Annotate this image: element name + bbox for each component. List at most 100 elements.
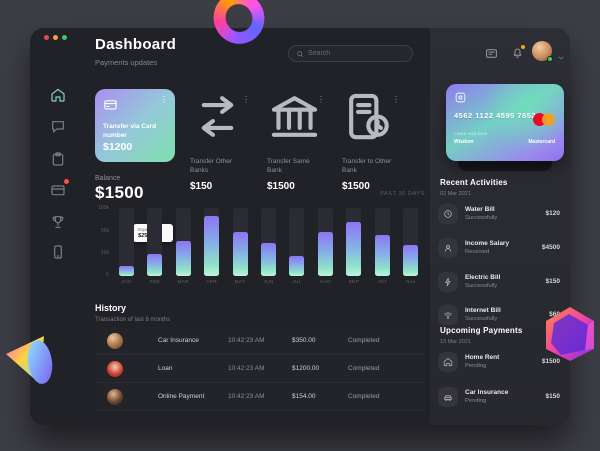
chart-bar-jun[interactable]	[254, 208, 282, 276]
chart-x-axis: JAN FEB MAR APR MAY JUN JUL AUG SEP Oct Nov	[112, 280, 425, 285]
card-brand: Mastercard	[528, 139, 555, 145]
sidebar-item-messages[interactable]	[50, 119, 66, 135]
bell-alert-dot	[521, 45, 525, 49]
dashboard-window: Recent Activities 02 Mar 2021 Water Bill…	[30, 28, 570, 425]
activity-item-water-bill[interactable]: Water Bill Successfully $120	[438, 204, 562, 228]
history-row[interactable]: Online Payment 10:42:23 AM $154.00 Compl…	[95, 383, 425, 411]
y-axis-tick: 10k	[100, 250, 109, 256]
activity-status: Successfully	[465, 215, 498, 221]
transaction-amount: $1200.00	[292, 365, 320, 372]
transfer-same-bank[interactable]: Transfer Same Bank $1500	[267, 89, 322, 192]
sidebar-item-rewards[interactable]	[50, 214, 66, 230]
activity-status: Successfully	[465, 283, 498, 289]
payment-title: Home Rent	[465, 354, 500, 361]
sidebar-item-tasks[interactable]	[50, 151, 66, 167]
activity-item-income-salary[interactable]: Income Salary Received $4500	[438, 238, 562, 262]
transfer-amount: $1200	[103, 141, 133, 153]
chart-x-label: AUG	[319, 280, 332, 285]
chart-bar-nov[interactable]	[397, 208, 425, 276]
user-avatar[interactable]	[532, 41, 553, 62]
close-button[interactable]	[44, 35, 49, 40]
balance-bar-chart: 100k 50k 10k 0 Expense $2500 JAN FEB MAR AP…	[95, 204, 425, 288]
transfer-label: Transfer to Other Bank	[342, 158, 392, 175]
chart-bars: Expense $2500	[112, 208, 425, 276]
transaction-name: Loan	[158, 365, 173, 372]
activity-amount: $60	[549, 311, 560, 318]
transfer-amount: $1500	[267, 181, 295, 193]
search-icon	[297, 50, 303, 57]
recent-activities-date: 02 Mar 2021	[440, 191, 471, 197]
credit-card[interactable]: 4562 1122 4595 7852 CARD HOLDER Wisdom M…	[446, 84, 564, 161]
chart-x-label: Oct	[378, 280, 387, 285]
payment-amount: $1500	[541, 358, 560, 365]
chart-bar-feb[interactable]	[140, 208, 168, 276]
y-axis-tick: 50k	[100, 228, 109, 234]
tooltip-label: Expense	[138, 227, 168, 232]
history-table: Car Insurance 10:42:23 AM $350.00 Comple…	[95, 327, 425, 411]
chart-bar-mar[interactable]	[169, 208, 197, 276]
receipt-icon	[342, 93, 397, 148]
chart-x-label: Nov	[406, 280, 416, 285]
chart-x-label: SEP	[348, 280, 360, 285]
avatar	[107, 361, 123, 377]
chart-bar-oct[interactable]	[368, 208, 396, 276]
transaction-amount: $350.00	[292, 337, 316, 344]
payment-status: Pending	[465, 398, 487, 404]
chart-bar-apr[interactable]	[197, 208, 225, 276]
history-row[interactable]: Car Insurance 10:42:23 AM $350.00 Comple…	[95, 327, 425, 355]
payment-amount: $150	[545, 393, 560, 400]
history-row[interactable]: Loan 10:42:23 AM $1200.00 Completed	[95, 355, 425, 383]
activity-title: Water Bill	[465, 206, 495, 213]
clock-icon	[438, 204, 458, 224]
transfer-label: Transfer Same Bank	[267, 158, 310, 175]
upcoming-item-car-insurance[interactable]: Car Insurance Pending $150	[438, 387, 562, 411]
more-options-icon[interactable]: ⋮	[392, 95, 400, 104]
search-input[interactable]	[308, 50, 405, 57]
chart-bar-aug[interactable]	[311, 208, 339, 276]
activity-title: Electric Bill	[465, 274, 501, 281]
more-options-icon[interactable]: ⋮	[160, 95, 168, 104]
wifi-icon	[438, 305, 458, 325]
online-status-dot	[547, 56, 553, 62]
more-options-icon[interactable]: ⋮	[317, 95, 325, 104]
activity-title: Internet Bill	[465, 307, 501, 314]
transaction-time: 10:42:23 AM	[228, 393, 265, 400]
transfer-card-number-card[interactable]: ⋮ Transfer via Card number $1200	[95, 89, 175, 162]
car-icon	[438, 387, 458, 407]
transfer-label: Transfer via Card number	[103, 123, 157, 140]
card-chip-icon	[454, 91, 467, 104]
tooltip-value: $2500	[138, 233, 154, 239]
history-title: History	[95, 303, 127, 313]
transfer-to-other-bank[interactable]: Transfer to Other Bank $1500	[342, 89, 397, 192]
minimize-button[interactable]	[53, 35, 58, 40]
activity-status: Received	[465, 249, 490, 255]
upcoming-item-home-rent[interactable]: Home Rent Pending $1500	[438, 352, 562, 376]
chevron-down-icon[interactable]	[557, 49, 565, 60]
chart-bar-may[interactable]	[226, 208, 254, 276]
transaction-status: Completed	[348, 393, 380, 400]
card-number: 4562 1122 4595 7852	[454, 111, 537, 120]
balance-label: Balance	[95, 175, 121, 182]
notification-badge	[64, 179, 69, 184]
search-box[interactable]	[288, 45, 413, 62]
chart-x-label: FEB	[149, 280, 160, 285]
messages-icon[interactable]	[485, 47, 498, 60]
zoom-button[interactable]	[62, 35, 67, 40]
page-subtitle: Payments updates	[95, 58, 158, 67]
transfer-other-banks[interactable]: Transfer Other Banks $150	[190, 89, 245, 192]
payment-status: Pending	[465, 363, 487, 369]
avatar	[107, 333, 123, 349]
chart-bar-sep[interactable]	[340, 208, 368, 276]
more-options-icon[interactable]: ⋮	[242, 95, 250, 104]
activity-item-electric-bill[interactable]: Electric Bill Successfully $150	[438, 272, 562, 296]
sidebar-item-mobile[interactable]	[50, 244, 66, 260]
activity-amount: $4500	[541, 244, 560, 251]
transfer-amount: $1500	[342, 181, 370, 193]
sidebar-item-cards[interactable]	[50, 179, 69, 198]
chart-bar-jan[interactable]	[112, 208, 140, 276]
home-icon	[438, 352, 458, 372]
sidebar-item-home[interactable]	[50, 87, 66, 103]
transaction-time: 10:42:23 AM	[228, 337, 265, 344]
notifications-bell-icon[interactable]	[511, 45, 525, 59]
chart-bar-jul[interactable]	[283, 208, 311, 276]
